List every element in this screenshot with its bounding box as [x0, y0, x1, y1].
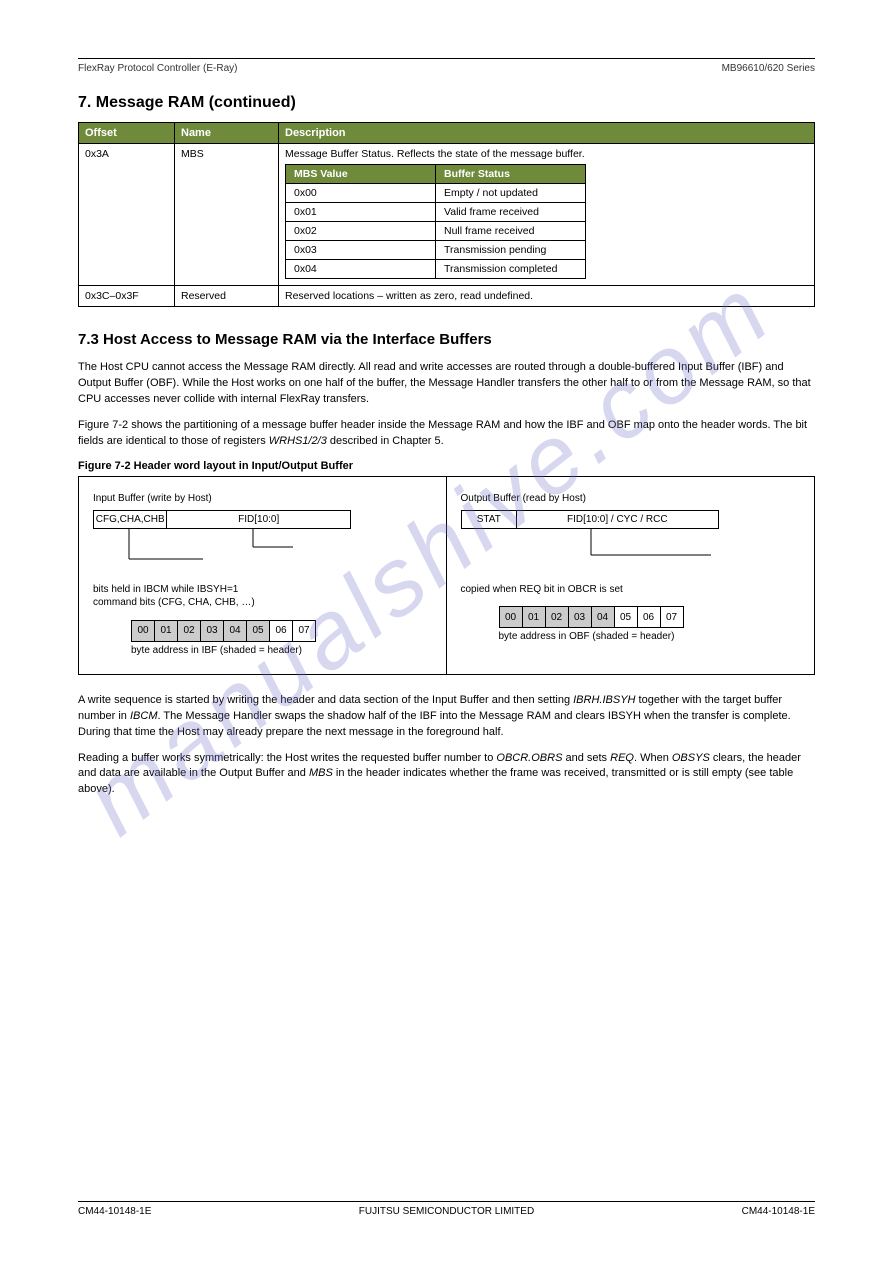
- page: FlexRay Protocol Controller (E-Ray) MB96…: [0, 0, 893, 1263]
- figure-left-panel: Input Buffer (write by Host) CFG,CHA,CHB…: [79, 477, 447, 674]
- inner-th-2: Buffer Status: [436, 165, 586, 184]
- figure-7-2: Input Buffer (write by Host) CFG,CHA,CHB…: [78, 476, 815, 675]
- reg-name: IBRH.IBSYH: [573, 694, 635, 706]
- table-row: 0x01Valid frame received: [286, 203, 586, 222]
- byte-cell: 02: [177, 620, 201, 642]
- section-title: 7. Message RAM (continued): [78, 94, 815, 112]
- subsection-title: 7.3 Host Access to Message RAM via the I…: [78, 331, 815, 348]
- bitfield-obf: STAT FID[10:0] / CYC / RCC: [461, 510, 719, 529]
- running-header: FlexRay Protocol Controller (E-Ray) MB96…: [78, 63, 815, 74]
- byte-cell: 06: [269, 620, 293, 642]
- register-table: Offset Name Description 0x3A MBS Message…: [78, 122, 815, 307]
- byte-cell: 07: [292, 620, 316, 642]
- byte-cell: 07: [660, 606, 684, 628]
- byte-cell: 05: [614, 606, 638, 628]
- byte-cell: 00: [499, 606, 523, 628]
- annotation: copied when REQ bit in OBCR is set: [461, 583, 801, 597]
- th-offset: Offset: [79, 123, 175, 144]
- panel-title: Input Buffer (write by Host): [93, 493, 432, 504]
- figure-caption: Figure 7-2 Header word layout in Input/O…: [78, 460, 815, 472]
- cell-offset: 0x3A: [79, 144, 175, 286]
- bitfield-seg: CFG,CHA,CHB: [94, 511, 167, 528]
- bitfield-seg: FID[10:0] / CYC / RCC: [517, 511, 717, 528]
- byte-cell: 03: [568, 606, 592, 628]
- cell-offset: 0x3C–0x3F: [79, 286, 175, 307]
- header-right: MB96610/620 Series: [722, 63, 815, 74]
- byte-cell: 04: [591, 606, 615, 628]
- byte-cell: 06: [637, 606, 661, 628]
- th-name: Name: [175, 123, 279, 144]
- mbs-inner-table: MBS Value Buffer Status 0x00Empty / not …: [285, 164, 586, 279]
- byte-cell: 05: [246, 620, 270, 642]
- reg-name: OBSYS: [672, 752, 710, 764]
- cell-desc: Reserved locations – written as zero, re…: [279, 286, 815, 307]
- byte-cell: 00: [131, 620, 155, 642]
- byte-cell: 01: [522, 606, 546, 628]
- footer-left: CM44-10148-1E: [78, 1206, 151, 1217]
- reg-name: MBS: [309, 767, 333, 779]
- arrow-diagram: [461, 529, 721, 581]
- paragraph: Figure 7-2 shows the partitioning of a m…: [78, 418, 815, 450]
- panel-title: Output Buffer (read by Host): [461, 493, 801, 504]
- th-desc: Description: [279, 123, 815, 144]
- byte-cell: 02: [545, 606, 569, 628]
- table-row: 0x03Transmission pending: [286, 241, 586, 260]
- header-rule: [78, 58, 815, 59]
- reg-name: REQ: [610, 752, 634, 764]
- byte-caption: byte address in OBF (shaded = header): [499, 631, 801, 642]
- byte-cell: 04: [223, 620, 247, 642]
- cell-name: MBS: [175, 144, 279, 286]
- reg-name: IBCM: [130, 710, 158, 722]
- table-row: 0x3A MBS Message Buffer Status. Reflects…: [79, 144, 815, 286]
- table-row: 0x00Empty / not updated: [286, 184, 586, 203]
- bitfield-ibf: CFG,CHA,CHB FID[10:0]: [93, 510, 351, 529]
- page-footer: CM44-10148-1E FUJITSU SEMICONDUCTOR LIMI…: [78, 1201, 815, 1217]
- footer-right: CM44-10148-1E: [742, 1206, 815, 1217]
- paragraph: A write sequence is started by writing t…: [78, 693, 815, 741]
- cell-desc: Message Buffer Status. Reflects the stat…: [279, 144, 815, 286]
- table-row: 0x04Transmission completed: [286, 260, 586, 279]
- arrow-diagram: [93, 529, 353, 581]
- paragraph: Reading a buffer works symmetrically: th…: [78, 751, 815, 799]
- figure-right-panel: Output Buffer (read by Host) STAT FID[10…: [447, 477, 815, 674]
- cell-name: Reserved: [175, 286, 279, 307]
- table-row: 0x02Null frame received: [286, 222, 586, 241]
- bitfield-seg: STAT: [462, 511, 518, 528]
- byte-row: 00 01 02 03 04 05 06 07: [131, 620, 432, 642]
- reg-name: WRHS1/2/3: [269, 435, 327, 447]
- annotation: bits held in IBCM while IBSYH=1 command …: [93, 583, 432, 610]
- byte-cell: 03: [200, 620, 224, 642]
- reg-name: OBCR.OBRS: [496, 752, 562, 764]
- bitfield-seg: FID[10:0]: [167, 511, 350, 528]
- header-left: FlexRay Protocol Controller (E-Ray): [78, 63, 238, 74]
- byte-row: 00 01 02 03 04 05 06 07: [499, 606, 801, 628]
- inner-th-1: MBS Value: [286, 165, 436, 184]
- byte-caption: byte address in IBF (shaded = header): [131, 645, 432, 656]
- byte-cell: 01: [154, 620, 178, 642]
- footer-center: FUJITSU SEMICONDUCTOR LIMITED: [359, 1206, 534, 1217]
- table-row: 0x3C–0x3F Reserved Reserved locations – …: [79, 286, 815, 307]
- paragraph: The Host CPU cannot access the Message R…: [78, 360, 815, 408]
